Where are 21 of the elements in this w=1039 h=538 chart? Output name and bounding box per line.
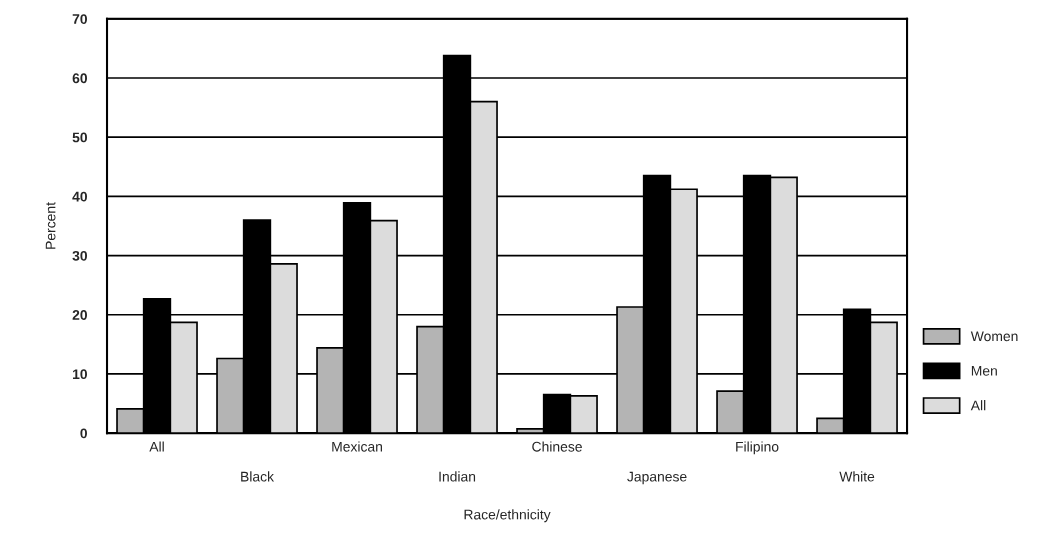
x-tick-label: Indian bbox=[439, 471, 476, 482]
x-tick-label: Mexican bbox=[332, 441, 382, 452]
y-tick-label: 60 bbox=[72, 73, 87, 84]
y-tick-label: 20 bbox=[72, 310, 87, 320]
x-tick-label: Filipino bbox=[736, 441, 779, 455]
x-tick-label: All bbox=[149, 441, 164, 452]
x-tick-label: Black bbox=[241, 471, 275, 482]
y-axis-title: Percent bbox=[45, 202, 56, 249]
legend-label: Women bbox=[970, 331, 1018, 342]
x-tick-label: Japanese bbox=[627, 471, 687, 485]
legend-label: Men bbox=[971, 366, 997, 376]
legend-label: All bbox=[970, 400, 986, 411]
y-tick-label: 70 bbox=[72, 14, 87, 24]
x-axis-title: Race/ethnicity bbox=[464, 509, 551, 523]
y-tick-label: 10 bbox=[73, 369, 87, 380]
y-tick-label: 40 bbox=[72, 191, 87, 202]
x-tick-label: White bbox=[839, 471, 875, 482]
x-tick-label: Chinese bbox=[532, 441, 582, 452]
y-tick-label: 30 bbox=[72, 250, 87, 261]
y-tick-label: 0 bbox=[80, 428, 87, 439]
y-tick-label: 50 bbox=[72, 132, 87, 143]
